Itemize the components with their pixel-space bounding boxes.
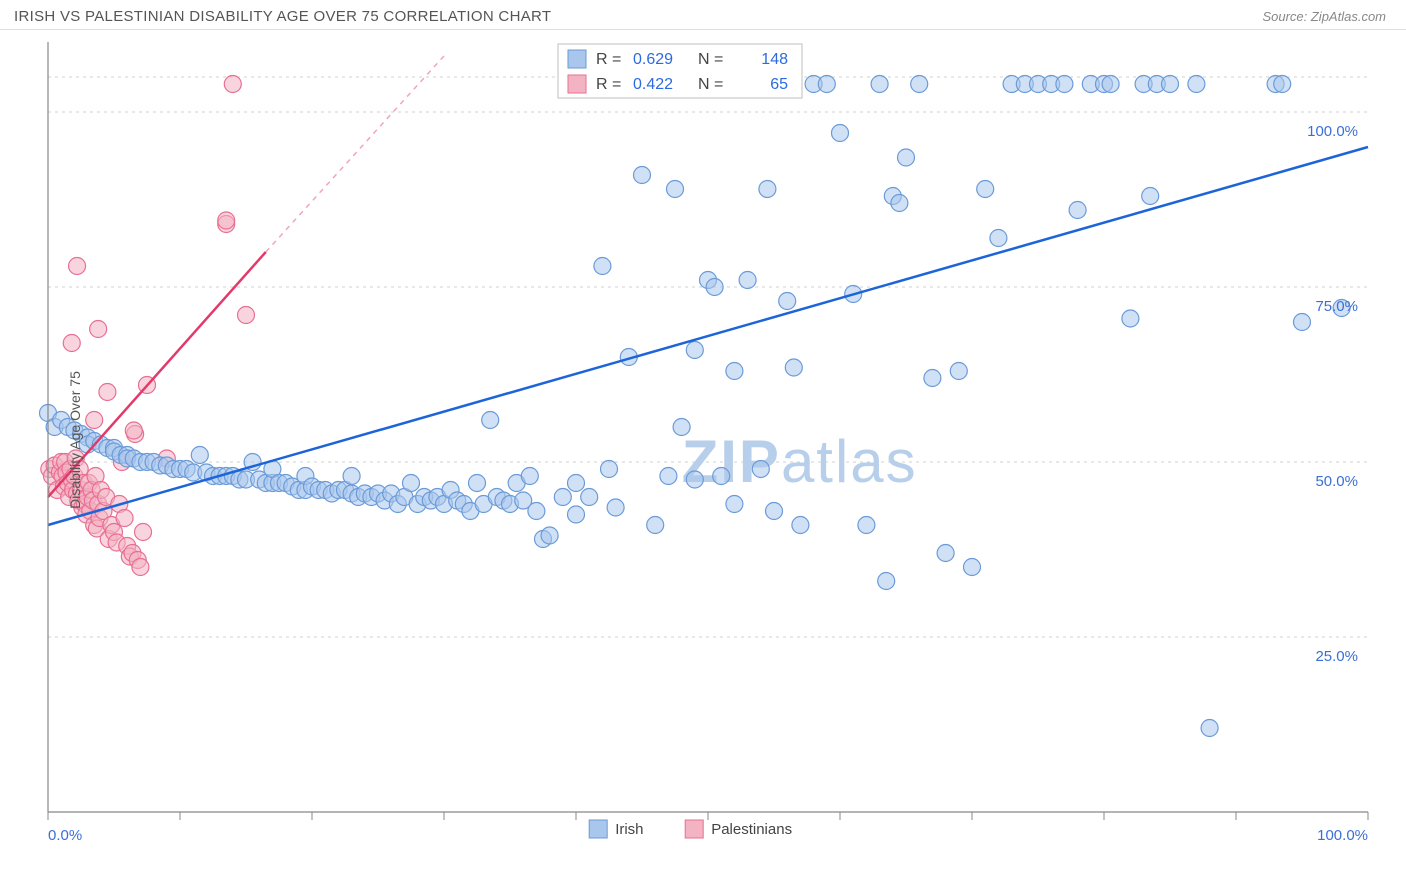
data-point — [667, 181, 684, 198]
chart-source: Source: ZipAtlas.com — [1262, 9, 1386, 24]
data-point — [601, 461, 618, 478]
data-point — [759, 181, 776, 198]
data-point — [482, 412, 499, 429]
data-point — [86, 412, 103, 429]
data-point — [785, 359, 802, 376]
data-point — [990, 230, 1007, 247]
data-point — [891, 195, 908, 212]
data-point — [607, 499, 624, 516]
chart-header: IRISH VS PALESTINIAN DISABILITY AGE OVER… — [0, 0, 1406, 30]
data-point — [1188, 76, 1205, 93]
data-point — [924, 370, 941, 387]
data-point — [69, 258, 86, 275]
data-point — [218, 212, 235, 229]
data-point — [224, 76, 241, 93]
data-point — [528, 503, 545, 520]
data-point — [977, 181, 994, 198]
chart-title: IRISH VS PALESTINIAN DISABILITY AGE OVER… — [14, 8, 551, 25]
stat-r-value: 0.422 — [633, 76, 673, 93]
data-point — [766, 503, 783, 520]
data-point — [581, 489, 598, 506]
data-point — [964, 559, 981, 576]
data-point — [752, 461, 769, 478]
data-point — [1201, 720, 1218, 737]
chart-container: Disability Age Over 75 ZIPatlas 0.0% 100.0… — [0, 30, 1406, 850]
data-point — [950, 363, 967, 380]
y-axis-label: Disability Age Over 75 — [67, 371, 83, 509]
data-point — [521, 468, 538, 485]
data-point — [238, 307, 255, 324]
data-point — [99, 384, 116, 401]
x-tick-label: 0.0% — [48, 827, 82, 844]
data-point — [343, 468, 360, 485]
legend-swatch — [685, 820, 703, 838]
y-tick-label: 100.0% — [1307, 123, 1358, 140]
y-tick-label: 50.0% — [1315, 473, 1358, 490]
data-point — [647, 517, 664, 534]
data-point — [568, 506, 585, 523]
data-point — [1294, 314, 1311, 331]
data-point — [858, 517, 875, 534]
stat-r-label: R = — [596, 76, 621, 93]
data-point — [706, 279, 723, 296]
data-point — [135, 524, 152, 541]
data-point — [594, 258, 611, 275]
stat-n-label: N = — [698, 76, 723, 93]
data-point — [911, 76, 928, 93]
data-point — [90, 321, 107, 338]
data-point — [191, 447, 208, 464]
data-point — [125, 422, 142, 439]
y-tick-label: 25.0% — [1315, 648, 1358, 665]
stat-r-value: 0.629 — [633, 51, 673, 68]
data-point — [937, 545, 954, 562]
data-point — [898, 149, 915, 166]
stat-n-label: N = — [698, 51, 723, 68]
data-point — [1162, 76, 1179, 93]
data-point — [554, 489, 571, 506]
data-point — [726, 363, 743, 380]
data-point — [818, 76, 835, 93]
data-point — [1056, 76, 1073, 93]
stat-swatch — [568, 75, 586, 93]
watermark: ZIPatlas — [682, 428, 918, 495]
data-point — [1069, 202, 1086, 219]
data-point — [63, 335, 80, 352]
data-point — [726, 496, 743, 513]
data-point — [1102, 76, 1119, 93]
data-point — [116, 510, 133, 527]
trendline-extrapolated — [266, 56, 444, 252]
data-point — [779, 293, 796, 310]
data-point — [686, 342, 703, 359]
data-point — [713, 468, 730, 485]
data-point — [1122, 310, 1139, 327]
data-point — [878, 573, 895, 590]
data-point — [686, 471, 703, 488]
legend-label: Irish — [615, 821, 643, 838]
legend-swatch — [589, 820, 607, 838]
data-point — [1274, 76, 1291, 93]
data-point — [469, 475, 486, 492]
data-point — [403, 475, 420, 492]
data-point — [132, 559, 149, 576]
stat-swatch — [568, 50, 586, 68]
data-point — [1142, 188, 1159, 205]
stat-r-label: R = — [596, 51, 621, 68]
chart-svg: ZIPatlas 0.0% 100.0% 25.0% 50.0% 75.0% 100.0% R… — [0, 30, 1406, 850]
data-point — [673, 419, 690, 436]
data-point — [792, 517, 809, 534]
data-point — [739, 272, 756, 289]
stat-n-value: 148 — [761, 51, 788, 68]
x-tick-label: 100.0% — [1317, 827, 1368, 844]
stat-n-value: 65 — [770, 76, 788, 93]
legend-label: Palestinians — [711, 821, 792, 838]
data-point — [832, 125, 849, 142]
data-point — [568, 475, 585, 492]
data-point — [660, 468, 677, 485]
data-point — [634, 167, 651, 184]
data-point — [541, 527, 558, 544]
y-tick-label: 75.0% — [1315, 298, 1358, 315]
data-point — [871, 76, 888, 93]
